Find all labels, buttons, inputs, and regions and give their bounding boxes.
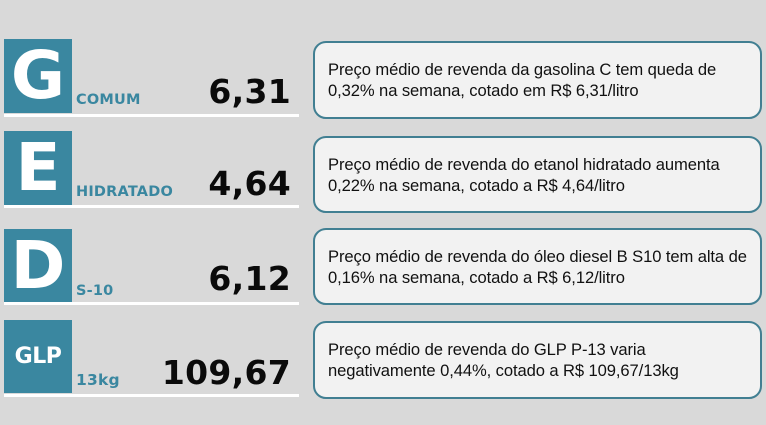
etanol-description: Preço médio de revenda do etanol hidrata… bbox=[328, 154, 720, 195]
glp-price: 109,67 bbox=[161, 353, 291, 392]
diesel-badge: D bbox=[4, 229, 72, 302]
gasolina-subtitle: COMUM bbox=[76, 92, 141, 108]
gasolina-note-box: Preço médio de revenda da gasolina C tem… bbox=[313, 41, 762, 119]
fuel-row-etanol: E HIDRATADO 4,64 bbox=[4, 131, 299, 211]
glp-subtitle: 13kg bbox=[76, 371, 120, 389]
diesel-note-box: Preço médio de revenda do óleo diesel B … bbox=[313, 228, 762, 305]
etanol-subtitle: HIDRATADO bbox=[76, 184, 173, 200]
diesel-underline bbox=[4, 302, 299, 305]
glp-note-box: Preço médio de revenda do GLP P-13 varia… bbox=[313, 321, 762, 399]
etanol-underline bbox=[4, 205, 299, 208]
glp-badge: GLP bbox=[4, 320, 72, 393]
gasolina-badge: G bbox=[4, 39, 72, 113]
etanol-price: 4,64 bbox=[208, 164, 291, 203]
glp-description: Preço médio de revenda do GLP P-13 varia… bbox=[328, 340, 679, 380]
diesel-price: 6,12 bbox=[208, 259, 291, 298]
etanol-note-box: Preço médio de revenda do etanol hidrata… bbox=[313, 136, 762, 213]
glp-badge-label: GLP bbox=[14, 343, 62, 369]
gasolina-price: 6,31 bbox=[208, 72, 291, 111]
fuel-row-diesel: D S-10 6,12 bbox=[4, 229, 299, 309]
gasolina-description: Preço médio de revenda da gasolina C tem… bbox=[328, 60, 717, 100]
glp-underline bbox=[4, 394, 299, 397]
fuel-row-glp: GLP 13kg 109,67 bbox=[4, 320, 299, 400]
etanol-badge: E bbox=[4, 131, 72, 205]
gasolina-badge-letter: G bbox=[10, 37, 66, 114]
diesel-badge-letter: D bbox=[10, 226, 66, 304]
fuel-row-gasolina: G COMUM 6,31 bbox=[4, 39, 299, 119]
diesel-description: Preço médio de revenda do óleo diesel B … bbox=[328, 246, 747, 287]
gasolina-underline bbox=[4, 114, 299, 117]
diesel-subtitle: S-10 bbox=[76, 283, 114, 299]
etanol-badge-letter: E bbox=[15, 129, 61, 206]
